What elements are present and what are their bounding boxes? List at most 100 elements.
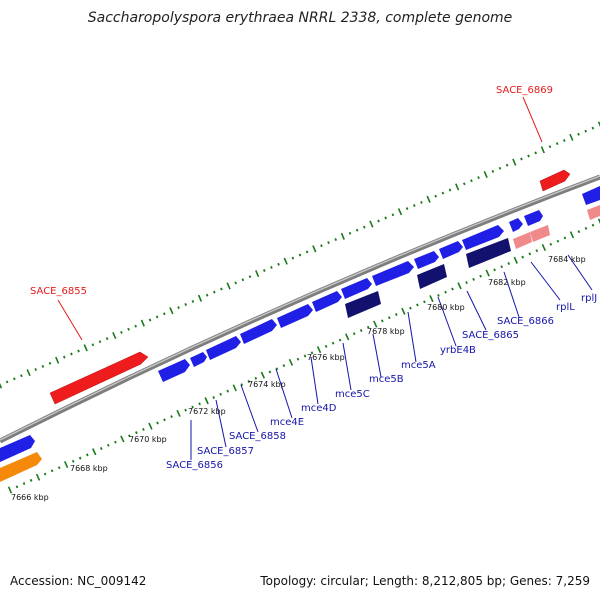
- tick-mark: [234, 281, 238, 285]
- tick-mark: [563, 236, 567, 240]
- tick-mark: [591, 126, 595, 130]
- tick-mark: [312, 245, 317, 253]
- gene-blue-2[interactable]: [190, 352, 207, 367]
- tick-mark: [57, 466, 61, 470]
- tick-mark: [134, 324, 138, 328]
- gene-blue-12[interactable]: [509, 218, 523, 232]
- tick-mark: [380, 319, 384, 323]
- tick-mark: [191, 405, 194, 409]
- tick-mark: [226, 389, 230, 393]
- tick-mark: [451, 287, 454, 291]
- gene-label[interactable]: mce5A: [401, 360, 436, 371]
- gene-label[interactable]: rplL: [556, 302, 575, 313]
- gene-pink-3[interactable]: [587, 205, 600, 220]
- tick-mark: [584, 129, 588, 133]
- tick-mark: [50, 469, 54, 473]
- gene-blue-11[interactable]: [462, 225, 504, 250]
- tick-mark: [369, 220, 374, 228]
- tick-mark: [457, 282, 462, 290]
- gene-blue-14[interactable]: [582, 186, 600, 205]
- tick-mark: [584, 226, 588, 230]
- tick-mark: [191, 299, 195, 303]
- tick-mark: [270, 265, 273, 269]
- gene-label[interactable]: mce5C: [335, 389, 370, 400]
- gene-label-red[interactable]: SACE_6869: [496, 85, 553, 96]
- tick-mark: [479, 274, 482, 278]
- tick-mark: [310, 351, 314, 355]
- gene-blue-3[interactable]: [206, 336, 241, 360]
- gene-label[interactable]: yrbE4B: [440, 345, 476, 356]
- gene-label[interactable]: SACE_6858: [229, 431, 286, 442]
- gene-label[interactable]: SACE_6856: [166, 460, 223, 471]
- tick-mark: [255, 270, 260, 278]
- tick-mark: [288, 358, 294, 366]
- tick-mark: [29, 478, 33, 482]
- kbp-label: 7666 kbp: [11, 493, 49, 502]
- gene-label[interactable]: mce4D: [301, 403, 337, 414]
- tick-mark: [569, 231, 575, 239]
- gene-blue-8[interactable]: [372, 261, 414, 286]
- tick-mark: [303, 354, 307, 358]
- gene-orange-left[interactable]: [0, 452, 42, 482]
- gene-blue-left[interactable]: [0, 435, 35, 462]
- gene-dark-1[interactable]: [345, 291, 381, 318]
- gene-pink-1[interactable]: [513, 232, 532, 249]
- tick-mark: [169, 307, 174, 315]
- kbp-label: 7674 kbp: [248, 380, 286, 389]
- tick-mark: [135, 431, 138, 435]
- gene-dark-3[interactable]: [466, 238, 511, 268]
- gene-SACE_6855[interactable]: [49, 351, 149, 405]
- gene-SACE_6869[interactable]: [539, 169, 571, 192]
- tick-mark: [500, 265, 504, 269]
- tick-mark: [409, 306, 412, 310]
- tick-mark: [254, 376, 258, 380]
- gene-label-red[interactable]: SACE_6855: [30, 286, 87, 297]
- kbp-label: 7672 kbp: [188, 407, 226, 416]
- tick-mark: [232, 384, 237, 392]
- kbp-label: 7682 kbp: [488, 278, 526, 287]
- tick-mark: [535, 249, 539, 253]
- gene-label[interactable]: SACE_6857: [197, 446, 254, 457]
- tick-mark: [485, 269, 490, 277]
- gene-label[interactable]: SACE_6866: [497, 316, 554, 327]
- tick-mark: [541, 243, 547, 252]
- gene-blue-10[interactable]: [439, 241, 463, 259]
- tick-mark: [569, 133, 574, 141]
- tick-mark: [448, 188, 452, 192]
- forward-genes: [0, 186, 600, 482]
- gene-label[interactable]: mce5B: [369, 374, 404, 385]
- tick-mark: [373, 320, 378, 328]
- gene-label[interactable]: mce4E: [270, 417, 304, 428]
- gene-blue-1[interactable]: [158, 359, 190, 382]
- tick-mark: [377, 219, 380, 223]
- gene-pink-2[interactable]: [530, 225, 550, 242]
- gene-blue-13[interactable]: [524, 210, 543, 226]
- tick-mark: [0, 383, 3, 389]
- tick-mark: [505, 163, 509, 167]
- tick-mark: [41, 364, 45, 368]
- tick-mark: [540, 146, 545, 154]
- kbp-scale: 7666 kbp 7668 kbp 7670 kbp 7672 kbp 7674…: [11, 255, 586, 502]
- tick-mark: [275, 367, 279, 371]
- genome-title: Saccharopolyspora erythraea NRRL 2338, c…: [87, 10, 513, 26]
- tick-mark: [12, 377, 16, 381]
- gene-blue-5[interactable]: [277, 304, 313, 328]
- tick-mark: [127, 327, 130, 331]
- tick-mark: [15, 485, 19, 489]
- tick-mark: [577, 230, 581, 234]
- gene-blue-4[interactable]: [240, 319, 277, 344]
- tick-mark: [521, 255, 525, 259]
- gene-label[interactable]: rplJ: [581, 293, 597, 304]
- gene-blue-6[interactable]: [312, 291, 342, 312]
- tick-mark: [465, 281, 468, 285]
- gene-blue-9[interactable]: [414, 251, 439, 269]
- tick-mark: [316, 346, 322, 354]
- tick-mark: [597, 121, 600, 127]
- tick-mark: [34, 368, 38, 371]
- gene-label[interactable]: SACE_6865: [462, 330, 519, 341]
- tick-mark: [283, 257, 288, 265]
- tick-mark: [226, 282, 231, 290]
- gene-blue-7[interactable]: [341, 278, 372, 299]
- gene-dark-2[interactable]: [417, 264, 447, 289]
- tick-mark: [444, 290, 447, 294]
